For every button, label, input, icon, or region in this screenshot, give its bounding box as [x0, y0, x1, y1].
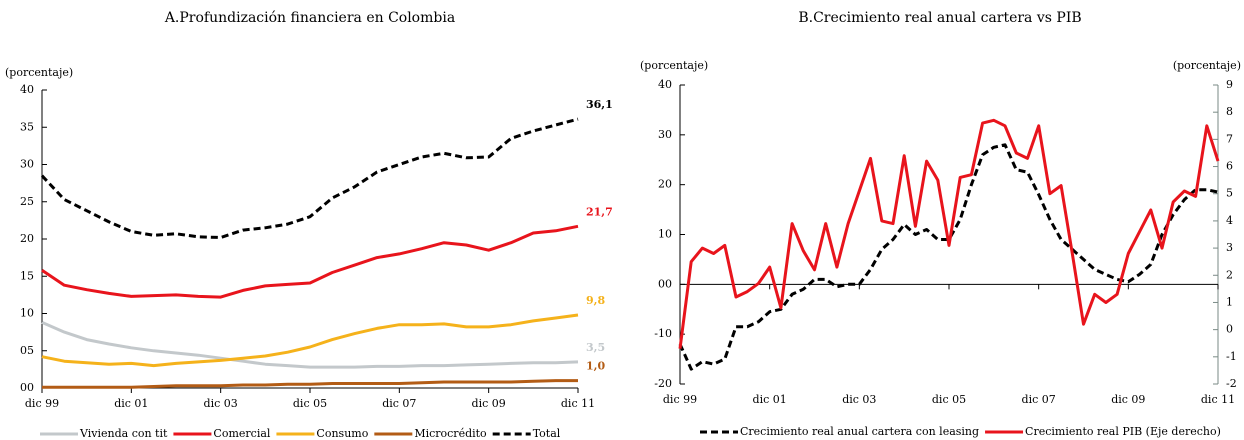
x-tick-label: dic 05	[932, 393, 966, 406]
x-tick-label: dic 09	[472, 397, 506, 410]
x-tick-label: dic 01	[753, 393, 787, 406]
y-tick-label: 10	[20, 307, 34, 320]
x-tick-label: dic 03	[842, 393, 876, 406]
y2-tick-label: 5	[1226, 187, 1233, 200]
y2-tick-label: 1	[1226, 295, 1233, 308]
value-label: 21,7	[586, 205, 613, 218]
y-tick-label: 00	[20, 381, 34, 394]
y2-tick-label: 0	[1226, 323, 1233, 336]
series-line	[678, 118, 1220, 349]
y-tick-label: 25	[20, 195, 34, 208]
y-axis-label: (porcentaje)	[640, 59, 708, 72]
y2-tick-label: -1	[1226, 350, 1237, 363]
x-tick-label: dic 99	[25, 397, 59, 410]
series-line	[42, 379, 578, 389]
x-tick-label: dic 11	[561, 397, 595, 410]
x-tick-label: dic 11	[1201, 393, 1235, 406]
x-tick-label: dic 03	[204, 397, 238, 410]
y-tick-label: -20	[654, 377, 672, 390]
legend-label: Consumo	[316, 427, 368, 440]
y2-tick-label: 6	[1226, 160, 1233, 173]
legend-label: Vivienda con tit	[79, 427, 168, 440]
series-line	[40, 117, 579, 239]
y-tick-label: 40	[658, 78, 672, 91]
y-tick-label: 30	[20, 158, 34, 171]
y2-tick-label: -2	[1226, 377, 1237, 390]
y2-tick-label: 7	[1226, 132, 1233, 145]
value-label: 3,5	[586, 341, 605, 354]
legend-label: Comercial	[213, 427, 270, 440]
value-label: 36,1	[586, 98, 613, 111]
y2-tick-label: 8	[1226, 105, 1233, 118]
y-tick-label: 40	[20, 83, 34, 96]
value-label: 9,8	[586, 294, 605, 307]
y-tick-label: 20	[658, 178, 672, 191]
y-tick-label: 10	[658, 228, 672, 241]
y-tick-label: 30	[658, 128, 672, 141]
y-tick-label: 00	[658, 277, 672, 290]
x-tick-label: dic 07	[1022, 393, 1056, 406]
legend-label: Crecimiento real anual cartera con leasi…	[740, 425, 979, 438]
y-tick-label: 05	[20, 344, 34, 357]
y2-axis-label: (porcentaje)	[1173, 59, 1241, 72]
y-tick-label: 20	[20, 232, 34, 245]
y-tick-label: -10	[654, 327, 672, 340]
legend-label: Crecimiento real PIB (Eje derecho)	[1025, 425, 1221, 438]
value-label: 1,0	[586, 360, 605, 373]
series-line	[41, 224, 579, 299]
series-line	[678, 143, 1219, 371]
legend-label: Microcrédito	[414, 427, 487, 440]
legend-label: Total	[533, 427, 561, 440]
y-tick-label: 15	[20, 269, 34, 282]
chart-title: A.Profundización financiera en Colombia	[164, 10, 455, 26]
x-tick-label: dic 05	[293, 397, 327, 410]
y2-tick-label: 4	[1226, 214, 1233, 227]
series-line	[41, 313, 579, 368]
y-axis-label: (porcentaje)	[5, 66, 73, 79]
x-tick-label: dic 99	[663, 393, 697, 406]
x-tick-label: dic 07	[382, 397, 416, 410]
y2-tick-label: 3	[1226, 241, 1233, 254]
y-tick-label: 35	[20, 120, 34, 133]
y2-tick-label: 9	[1226, 78, 1233, 91]
x-tick-label: dic 01	[114, 397, 148, 410]
x-tick-label: dic 09	[1111, 393, 1145, 406]
chart-title: B.Crecimiento real anual cartera vs PIB	[798, 10, 1081, 26]
y2-tick-label: 2	[1226, 268, 1233, 281]
series-line	[41, 321, 579, 369]
